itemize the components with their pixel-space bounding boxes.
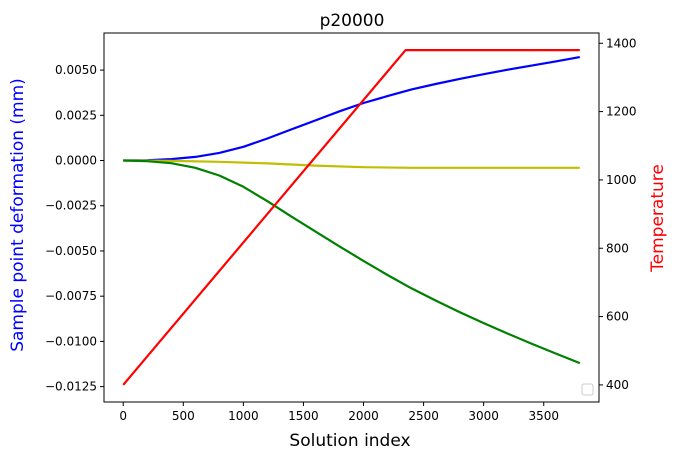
y-left-tick-label: 0.0000	[55, 154, 97, 168]
y-left-tick-label: −0.0075	[45, 289, 97, 303]
chart-title: p20000	[320, 11, 385, 31]
y-right-tick-label: 1200	[606, 105, 637, 119]
y-right-tick-label: 1000	[606, 173, 637, 187]
series-line-0	[123, 56, 580, 162]
y-left-tick-label: −0.0125	[45, 380, 97, 394]
y-left-axis-ticks: 0.0050 0.0025 0.0000 −0.0025 −0.0050 −0.0075 −…	[45, 63, 104, 394]
y-right-tick-label: 600	[606, 310, 629, 324]
x-tick-label: 3000	[468, 409, 499, 423]
y-right-axis-ticks: 1400 1200 1000 800 600 400	[599, 36, 637, 392]
x-axis-label: Solution index	[289, 431, 410, 451]
y-right-tick-label: 400	[606, 378, 629, 392]
y-left-tick-label: 0.0050	[55, 63, 97, 77]
y-left-axis-label: Sample point deformation (mm)	[8, 78, 28, 352]
legend-box	[581, 383, 594, 396]
y-right-axis-label: Temperature	[648, 164, 668, 273]
plot-frame	[103, 32, 600, 403]
x-tick-label: 0	[119, 409, 127, 423]
y-left-tick-label: −0.0025	[45, 199, 97, 213]
y-left-tick-label: −0.0100	[45, 334, 97, 348]
x-tick-label: 2500	[408, 409, 439, 423]
y-left-tick-label: 0.0025	[55, 108, 97, 122]
plot-lines	[122, 48, 581, 386]
y-left-tick-label: −0.0050	[45, 244, 97, 258]
x-tick-label: 3500	[528, 409, 559, 423]
y-right-tick-label: 1400	[606, 36, 637, 50]
x-axis-ticks: 0 500 1000 1500 2000 2500 3000 3500	[119, 402, 559, 423]
x-tick-label: 1500	[288, 409, 319, 423]
y-right-tick-label: 800	[606, 241, 629, 255]
x-tick-label: 500	[172, 409, 195, 423]
series-line-3	[122, 48, 580, 386]
x-tick-label: 1000	[228, 409, 259, 423]
series-line-2	[123, 159, 581, 365]
x-tick-label: 2000	[348, 409, 379, 423]
series-line-1	[123, 159, 580, 169]
